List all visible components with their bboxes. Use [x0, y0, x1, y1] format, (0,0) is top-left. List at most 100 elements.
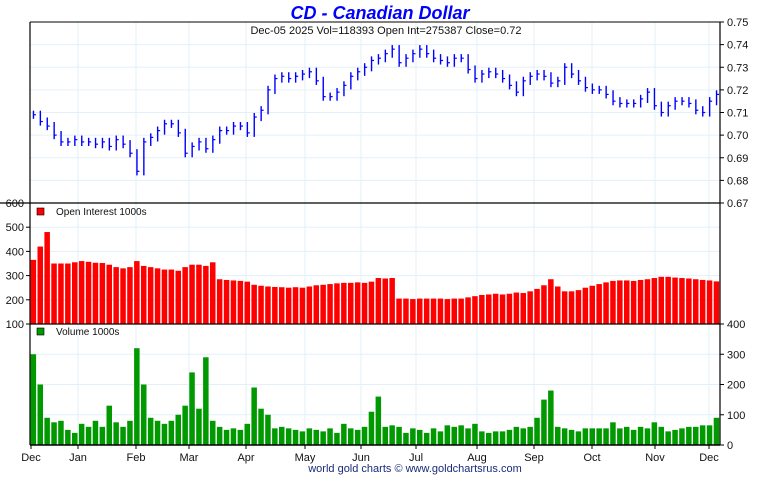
volume-bar — [223, 429, 230, 445]
volume-bar — [285, 428, 292, 445]
oi-bar — [458, 298, 464, 324]
volume-bar — [651, 422, 658, 445]
oi-legend-label: Open Interest 1000s — [56, 207, 147, 218]
volume-bar — [451, 426, 457, 445]
oi-bar — [30, 259, 37, 324]
volume-bar — [589, 428, 595, 445]
volume-tick-label: 300 — [727, 349, 745, 361]
oi-bar — [141, 265, 147, 324]
oi-bar — [506, 293, 513, 324]
oi-bar — [348, 282, 354, 324]
oi-bar — [713, 281, 720, 324]
price-tick-label: 0.71 — [727, 108, 748, 120]
month-label: Nov — [645, 452, 665, 464]
oi-bar — [651, 278, 658, 324]
volume-bar — [354, 429, 361, 445]
oi-bar — [354, 282, 361, 324]
oi-bar — [555, 286, 561, 324]
volume-bar — [610, 422, 616, 445]
volume-bar — [410, 428, 416, 445]
volume-bar — [527, 426, 533, 445]
volume-legend-swatch — [36, 327, 45, 336]
price-tick-label: 0.73 — [727, 62, 748, 74]
volume-bar — [320, 431, 326, 445]
price-tick-label: 0.70 — [727, 130, 748, 142]
oi-bar — [699, 279, 706, 324]
oi-bar — [396, 298, 402, 324]
oi-bar — [78, 261, 85, 324]
volume-bar — [430, 428, 437, 445]
oi-bar — [168, 269, 175, 324]
oi-bar — [658, 276, 664, 324]
price-tick-label: 0.74 — [727, 40, 748, 52]
oi-bar — [154, 268, 161, 324]
oi-bar — [216, 279, 223, 324]
oi-bar — [375, 278, 382, 324]
volume-bar — [396, 426, 402, 445]
oi-bar — [389, 278, 395, 324]
volume-bar — [693, 426, 699, 445]
oi-bar — [403, 298, 409, 324]
volume-bar — [85, 426, 92, 445]
volume-bar — [134, 348, 140, 445]
oi-bar — [644, 279, 651, 324]
oi-bar — [134, 261, 140, 324]
volume-bar — [706, 425, 713, 445]
volume-bar — [348, 428, 354, 445]
oi-bar — [320, 284, 326, 324]
oi-bar — [306, 286, 313, 324]
oi-bar — [292, 287, 299, 324]
volume-bar — [292, 429, 299, 445]
oi-bar — [341, 282, 347, 324]
oi-bar — [382, 278, 388, 324]
oi-bar — [223, 279, 230, 324]
volume-bar — [541, 399, 547, 445]
chart-subtitle: Dec-05 2025 Vol=118393 Open Int=275387 C… — [250, 25, 521, 37]
oi-bar — [486, 294, 492, 324]
oi-bar — [561, 291, 568, 324]
volume-bar — [210, 420, 216, 445]
month-label: Dec — [21, 452, 41, 464]
volume-tick-label: 200 — [727, 380, 745, 392]
oi-bar — [499, 294, 506, 324]
month-label: Apr — [237, 452, 254, 464]
oi-bar — [430, 298, 437, 324]
volume-bar — [106, 405, 112, 445]
volume-bar — [30, 354, 37, 445]
oi-bar — [527, 291, 533, 324]
volume-bar — [51, 422, 57, 445]
oi-bar — [423, 298, 430, 324]
oi-bar — [106, 264, 112, 324]
volume-bar — [147, 417, 154, 445]
oi-bar — [44, 232, 50, 324]
volume-bar — [299, 431, 306, 445]
oi-bar — [85, 261, 92, 324]
volume-bar — [265, 414, 271, 445]
grid — [30, 21, 720, 446]
oi-bar — [706, 280, 713, 324]
oi-bar — [568, 291, 575, 324]
oi-tick-label: 200 — [6, 295, 24, 307]
oi-tick-label: 100 — [6, 319, 24, 331]
volume-bar — [596, 428, 602, 445]
volume-bar — [78, 423, 85, 445]
volume-bar — [624, 426, 630, 445]
volume-bar — [175, 414, 181, 445]
volume-bar — [58, 420, 64, 445]
oi-bar — [65, 263, 71, 324]
month-label: Jun — [352, 452, 370, 464]
oi-bar — [437, 298, 444, 324]
oi-bar — [589, 285, 595, 324]
oi-bar — [127, 267, 133, 324]
volume-bar — [534, 417, 540, 445]
oi-bar — [361, 282, 368, 324]
volume-bar — [99, 426, 106, 445]
volume-bar — [37, 384, 43, 445]
oi-bar — [630, 280, 637, 324]
oi-bar — [624, 280, 630, 324]
footer-link[interactable]: www.goldchartsrus.com — [405, 463, 522, 475]
oi-bar — [113, 267, 119, 324]
oi-bar — [313, 285, 319, 324]
volume-bar — [361, 426, 368, 445]
